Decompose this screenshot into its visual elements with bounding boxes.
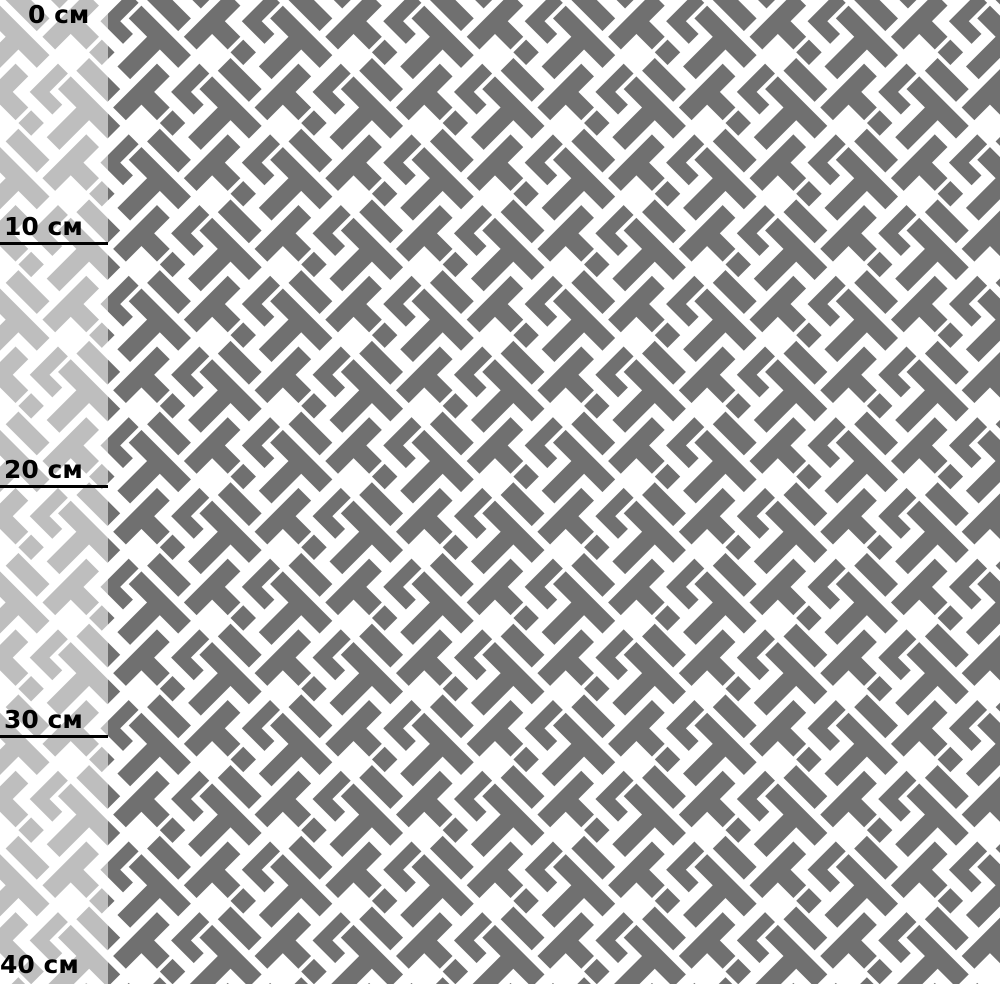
- ruler-strip: [0, 0, 108, 984]
- ruler-tick: [0, 735, 108, 738]
- ruler-mark-0: 0 см: [0, 2, 108, 28]
- ruler-mark-30: 30 см: [0, 705, 108, 738]
- ruler-label: 30 см: [4, 705, 83, 734]
- ruler-tick: [0, 242, 108, 245]
- ruler-mark-20: 20 см: [0, 455, 108, 488]
- ruler-mark-10: 10 см: [0, 212, 108, 245]
- ruler-label: 0 см: [28, 0, 90, 29]
- ruler-tick: [0, 485, 108, 488]
- ruler-mark-40: 40 см: [0, 952, 108, 978]
- ruler-label: 40 см: [0, 950, 79, 979]
- ruler-label: 20 см: [4, 455, 83, 484]
- ruler-label: 10 см: [4, 212, 83, 241]
